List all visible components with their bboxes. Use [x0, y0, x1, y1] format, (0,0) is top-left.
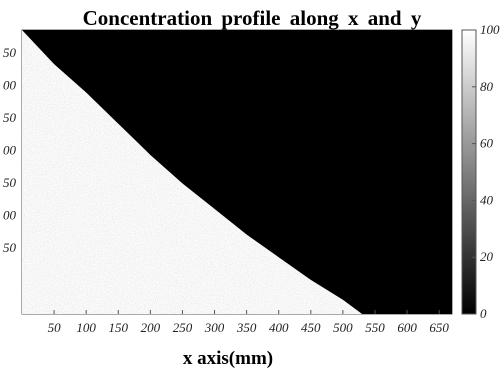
y-tick-label: 00	[3, 208, 17, 223]
heatmap-field	[22, 30, 452, 314]
x-axis: 50 100 150 200 250 300 350 400 450 500 550 600 650	[48, 310, 449, 335]
x-tick-label: 250	[173, 320, 193, 335]
x-tick-label: 650	[429, 320, 449, 335]
y-tick-label: 50	[3, 110, 17, 125]
y-axis: 50 00 50 00 50 00 50	[3, 45, 17, 255]
y-tick-label: 50	[3, 175, 17, 190]
x-tick-label: 400	[269, 320, 289, 335]
x-tick-label: 550	[365, 320, 385, 335]
colorbar-tick-label: 60	[480, 136, 494, 151]
x-tick-label: 50	[48, 320, 62, 335]
x-tick-label: 350	[236, 320, 257, 335]
x-tick-label: 150	[109, 320, 129, 335]
x-axis-label: x axis(mm)	[182, 348, 274, 369]
colorbar-tick-label: 40	[480, 192, 494, 207]
x-tick-label: 450	[301, 320, 321, 335]
low-concentration-region	[22, 30, 452, 314]
colorbar-tick-label: 0	[480, 306, 487, 321]
colorbar	[461, 29, 477, 315]
colorbar-tick-label: 20	[480, 249, 494, 264]
x-tick-label: 100	[76, 320, 96, 335]
y-tick-label: 50	[3, 240, 17, 255]
colorbar-tick-label: 80	[480, 79, 494, 94]
y-tick-label: 00	[3, 78, 17, 93]
x-tick-label: 200	[141, 320, 161, 335]
colorbar-tick-label: 100	[480, 22, 500, 37]
x-tick-label: 600	[397, 320, 417, 335]
y-tick-label: 50	[3, 45, 17, 60]
y-tick-label: 00	[3, 143, 17, 158]
x-tick-label: 300	[204, 320, 225, 335]
colorbar-axis: 0 20 40 60 80 100	[472, 22, 500, 321]
x-tick-label: 500	[333, 320, 353, 335]
chart-title: Concentration profile along x and y	[82, 6, 422, 30]
